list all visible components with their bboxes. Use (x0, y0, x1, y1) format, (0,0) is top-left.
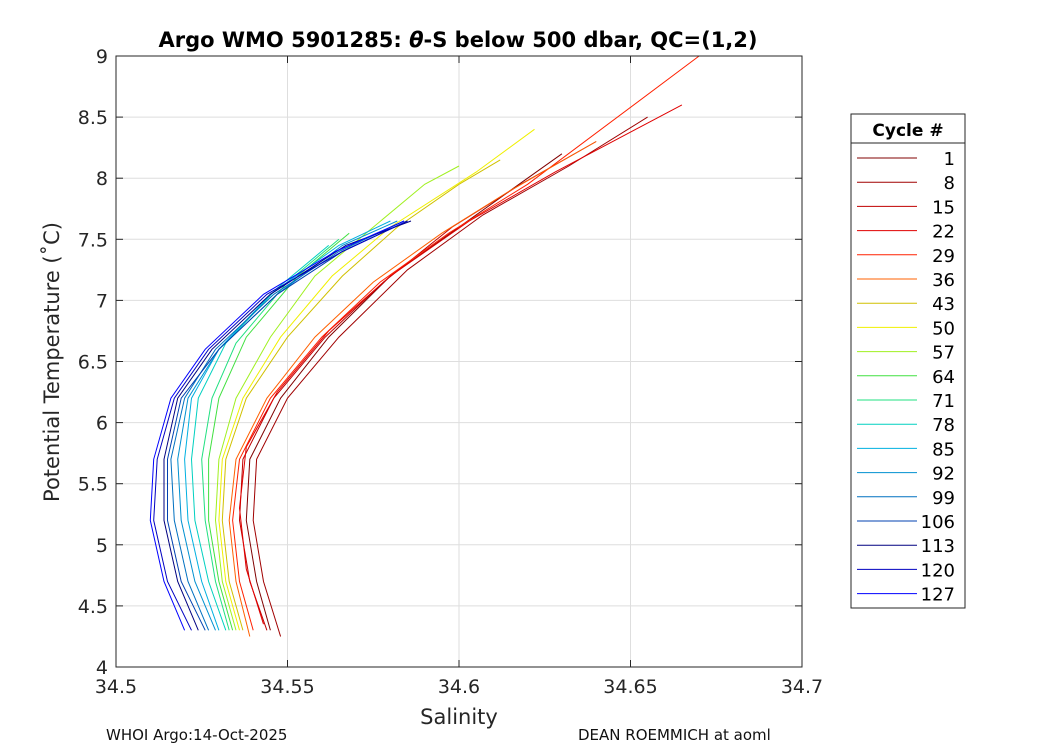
y-tick-label: 9 (96, 46, 108, 68)
series-line-cycle-1 (245, 153, 563, 631)
legend-label-cycle-92: 92 (932, 464, 955, 485)
legend-label-cycle-106: 106 (921, 512, 955, 533)
series-line-cycle-22 (238, 104, 683, 625)
legend-title: Cycle # (872, 121, 943, 141)
x-tick-label: 34.55 (260, 676, 314, 698)
series-line-cycle-120 (153, 220, 408, 631)
footer-credit: DEAN ROEMMICH at aoml (578, 726, 771, 744)
legend-label-cycle-85: 85 (932, 439, 955, 460)
axis-ticks: 34.5 34.55 34.6 34.65 34.7 4 4.5 5 5.5 6 6.5 7 7.5 8 8… (78, 46, 823, 698)
legend-label-cycle-78: 78 (932, 415, 955, 436)
legend-label-cycle-8: 8 (944, 173, 955, 194)
legend-label-cycle-127: 127 (921, 585, 955, 606)
legend-label-cycle-99: 99 (932, 488, 955, 509)
legend-box (850, 113, 966, 609)
series-line-cycle-113 (163, 220, 412, 631)
series-line-cycle-85 (184, 220, 391, 631)
y-tick-label: 4 (96, 657, 108, 679)
y-tick-label: 8 (96, 168, 108, 190)
y-tick-label: 6 (96, 413, 108, 435)
legend: Cycle # 18152229364350576471788592991061… (850, 113, 966, 609)
legend-label-cycle-57: 57 (932, 343, 955, 364)
legend-label-cycle-120: 120 (921, 560, 955, 581)
x-tick-label: 34.7 (781, 676, 823, 698)
series-line-cycle-78 (190, 245, 330, 631)
y-axis-label: Potential Temperature (˚C) (40, 222, 64, 502)
series-line-cycle-127 (149, 220, 405, 631)
legend-label-cycle-71: 71 (932, 391, 955, 412)
series-line-cycle-106 (167, 220, 408, 631)
series-line-cycle-8 (252, 116, 648, 637)
y-tick-label: 4.5 (78, 596, 108, 618)
x-tick-label: 34.65 (603, 676, 657, 698)
grid (115, 55, 803, 668)
legend-label-cycle-15: 15 (932, 197, 955, 218)
legend-label-cycle-1: 1 (944, 149, 955, 170)
x-tick-label: 34.6 (438, 676, 480, 698)
legend-label-cycle-50: 50 (932, 318, 955, 339)
y-tick-label: 6.5 (78, 352, 108, 374)
series-line-cycle-57 (214, 165, 460, 631)
x-tick-label: 34.5 (95, 676, 137, 698)
legend-label-cycle-36: 36 (932, 270, 955, 291)
series-line-cycle-71 (201, 238, 340, 631)
y-tick-label: 7 (96, 290, 108, 312)
legend-label-cycle-43: 43 (932, 294, 955, 315)
y-tick-label: 8.5 (78, 107, 108, 129)
series-lines (149, 55, 700, 637)
footer-source: WHOI Argo:14-Oct-2025 (106, 726, 288, 744)
y-tick-label: 5.5 (78, 474, 108, 496)
x-axis-label: Salinity (420, 705, 498, 729)
legend-label-cycle-64: 64 (932, 367, 955, 388)
series-line-cycle-50 (218, 128, 535, 631)
series-line-cycle-29 (232, 55, 700, 631)
series-line-cycle-36 (228, 141, 597, 637)
y-tick-label: 5 (96, 535, 108, 557)
legend-entries: 1 8 15 22 29 36 43 50 57 64 71 78 85 92 99 106 113 120 127 (857, 149, 955, 606)
chart-title: Argo WMO 5901285: θ-S below 500 dbar, QC… (158, 28, 757, 52)
legend-label-cycle-113: 113 (921, 536, 955, 557)
y-tick-label: 7.5 (78, 229, 108, 251)
legend-label-cycle-29: 29 (932, 246, 955, 267)
series-line-cycle-43 (221, 159, 501, 631)
legend-label-cycle-22: 22 (932, 222, 955, 243)
